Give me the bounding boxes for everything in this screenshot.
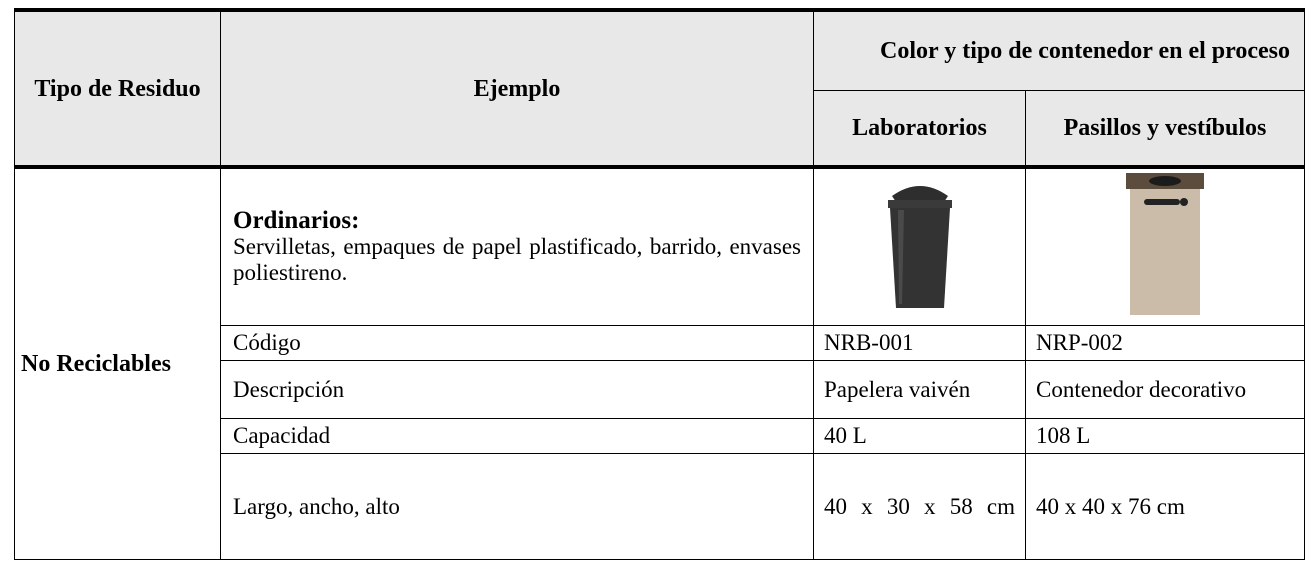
waste-type: No Reciclables: [14, 166, 221, 560]
example-cell: Ordinarios: Servilletas, empaques de pap…: [220, 166, 814, 326]
waste-table: Tipo de Residuo Ejemplo Color y tipo de …: [14, 8, 1305, 560]
header-cell: Ejemplo: [220, 8, 814, 169]
spec-value: NRP-002: [1025, 325, 1305, 361]
spec-value: Papelera vaivén: [813, 360, 1026, 419]
spec-label: Largo, ancho, alto: [220, 453, 814, 560]
image-cell: [813, 166, 1026, 326]
spec-value: 40 x 40 x 76 cm: [1025, 453, 1305, 560]
spec-value: Contenedor decorativo: [1025, 360, 1305, 419]
spec-label: Código: [220, 325, 814, 361]
header-cell: Tipo de Residuo: [14, 8, 221, 169]
example-text: Servilletas, empaques de papel plastific…: [233, 234, 801, 285]
spec-label: Descripción: [220, 360, 814, 419]
spec-row: Largo, ancho, alto 40 x 30 x 58 cm 40 x 40…: [15, 453, 1305, 560]
bin-image: [1126, 173, 1204, 315]
header-cell: Laboratorios: [813, 89, 1026, 169]
spec-row: Código NRB-001 NRP-002: [15, 325, 1305, 361]
image-cell: [1025, 166, 1305, 326]
spec-value: 40 L: [813, 418, 1026, 454]
spec-row: Capacidad 40 L 108 L: [15, 418, 1305, 454]
spec-value: 40 x 30 x 58 cm: [813, 453, 1026, 560]
header-cell: Color y tipo de contenedor en el proceso: [813, 8, 1305, 91]
example-title: Ordinarios:: [233, 207, 360, 234]
spec-value: NRB-001: [813, 325, 1026, 361]
bin-image: [887, 186, 952, 308]
header-cell: Pasillos y vestíbulos: [1025, 89, 1305, 169]
spec-value: 108 L: [1025, 418, 1305, 454]
spec-label: Capacidad: [220, 418, 814, 454]
document: Tipo de Residuo Ejemplo Color y tipo de …: [14, 8, 1305, 560]
